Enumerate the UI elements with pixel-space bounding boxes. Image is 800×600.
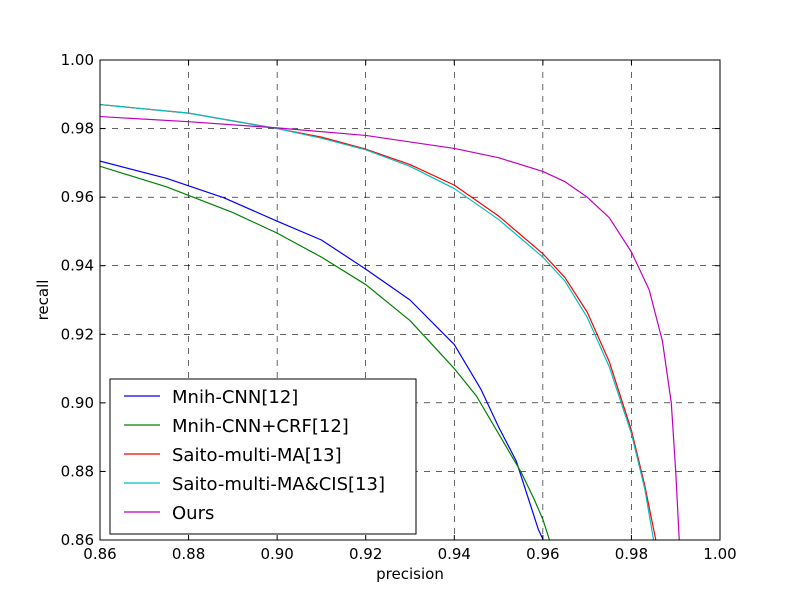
- y-axis-label: recall: [34, 280, 52, 321]
- plot-frame: [99, 59, 721, 541]
- x-tick-label: 0.94: [438, 545, 471, 563]
- legend-label-1: Mnih-CNN+CRF[12]: [172, 416, 349, 437]
- series-line-3: [100, 103, 655, 540]
- legend-label-0: Mnih-CNN[12]: [172, 387, 298, 408]
- y-tick-label: 1.00: [61, 51, 94, 69]
- series-line-4: [100, 115, 680, 540]
- y-tick-label: 0.86: [61, 531, 94, 549]
- y-tick-label: 0.98: [61, 120, 94, 138]
- x-tick-label: 0.92: [349, 545, 382, 563]
- y-tick-label: 0.92: [61, 325, 94, 343]
- legend: Mnih-CNN[12] Mnih-CNN+CRF[12] Saito-multi-…: [109, 378, 417, 535]
- x-tick-label: 0.86: [83, 545, 116, 563]
- y-tick-label: 0.96: [61, 188, 94, 206]
- series-line-1: [100, 165, 551, 540]
- x-axis-label: precision: [376, 565, 444, 583]
- legend-box: [109, 378, 417, 535]
- x-tick-label: 1.00: [703, 545, 736, 563]
- y-tick-label: 0.94: [61, 257, 94, 275]
- x-tick-label: 0.88: [172, 545, 205, 563]
- legend-label-2: Saito-multi-MA[13]: [172, 445, 342, 466]
- legend-label-4: Ours: [172, 503, 214, 524]
- series-line-0: [100, 160, 544, 540]
- x-tick-label: 0.90: [260, 545, 293, 563]
- series-lines: [100, 103, 680, 540]
- axis-ticks: 0.86 0.88 0.90 0.92 0.94 0.96 0.98 1.00 0.86 0.88…: [61, 51, 737, 563]
- x-tick-label: 0.96: [526, 545, 559, 563]
- legend-label-3: Saito-multi-MA&CIS[13]: [172, 474, 385, 495]
- y-tick-label: 0.90: [61, 394, 94, 412]
- x-tick-label: 0.98: [615, 545, 648, 563]
- y-tick-label: 0.88: [61, 462, 94, 480]
